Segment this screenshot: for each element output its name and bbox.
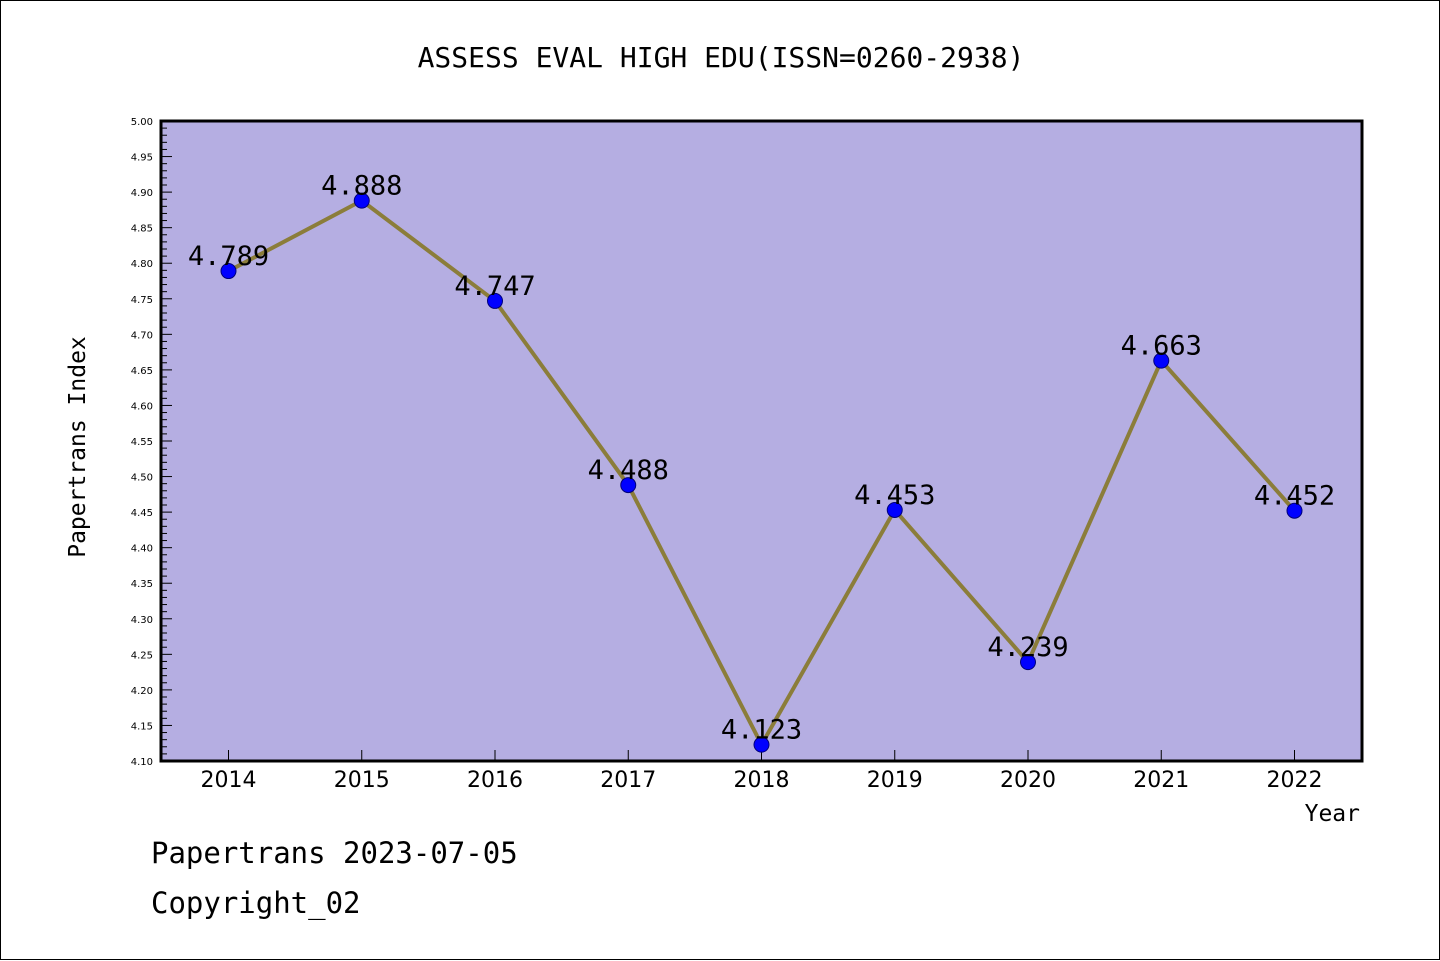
x-tick-label: 2015	[334, 768, 390, 793]
y-tick-label: 4.10	[131, 757, 153, 768]
y-tick-label: 4.95	[131, 153, 153, 164]
data-label: 4.747	[454, 271, 535, 302]
y-tick-label: 4.65	[131, 366, 153, 377]
data-point	[1286, 502, 1303, 519]
y-tick-label: 4.50	[131, 473, 153, 484]
x-tick-label: 2019	[867, 768, 923, 793]
data-label: 4.453	[854, 480, 935, 511]
x-tick-label: 2014	[201, 768, 257, 793]
data-label: 4.123	[721, 715, 802, 746]
data-point	[220, 263, 237, 280]
y-tick-label: 4.55	[131, 437, 153, 448]
x-axis: 2014 2015 2016 2017 2018 2019 2020 2021 2022	[201, 750, 1323, 793]
y-tick-label: 4.80	[131, 259, 153, 270]
y-tick-label: 4.15	[131, 721, 153, 732]
y-tick-label: 4.30	[131, 615, 153, 626]
data-label: 4.488	[588, 455, 669, 486]
y-tick-label: 4.20	[131, 686, 153, 697]
data-point	[1153, 352, 1170, 369]
x-tick-label: 2018	[734, 768, 790, 793]
y-tick-label: 5.00	[131, 117, 153, 128]
footer-copyright: Copyright_02	[151, 886, 361, 920]
y-tick-label: 4.90	[131, 188, 153, 199]
y-tick-label: 4.45	[131, 508, 153, 519]
data-label: 4.888	[321, 171, 402, 202]
y-tick-label: 4.70	[131, 330, 153, 341]
x-axis-label: Year	[1305, 801, 1360, 827]
y-tick-label: 4.75	[131, 295, 153, 306]
y-tick-label: 4.25	[131, 650, 153, 661]
data-point	[487, 292, 503, 309]
series-group: 4.789 4.888 4.747 4.488 4.123 4.453 4.239 4.663…	[188, 171, 1335, 753]
x-tick-label: 2022	[1267, 768, 1323, 793]
chart-title: ASSESS EVAL HIGH EDU(ISSN=0260-2938)	[418, 41, 1025, 74]
y-tick-label: 4.35	[131, 579, 153, 590]
data-label: 4.239	[987, 632, 1068, 663]
x-tick-label: 2016	[467, 768, 523, 793]
y-axis-label: Papertrans Index	[65, 336, 91, 558]
x-tick-label: 2017	[600, 768, 656, 793]
x-tick-label: 2020	[1000, 768, 1056, 793]
data-point	[1020, 654, 1036, 671]
y-tick-label: 4.60	[131, 401, 153, 412]
footer-date: Papertrans 2023-07-05	[151, 836, 518, 870]
data-point	[753, 736, 770, 753]
y-tick-label: 4.85	[131, 224, 153, 235]
x-tick-label: 2021	[1133, 768, 1189, 793]
data-label: 4.663	[1121, 331, 1202, 362]
data-point	[620, 477, 637, 494]
data-label: 4.452	[1254, 481, 1335, 512]
data-point	[353, 192, 370, 209]
plot-area	[159, 119, 1364, 763]
data-label: 4.789	[188, 241, 269, 272]
data-point	[886, 501, 903, 518]
y-tick-label: 4.40	[131, 544, 153, 555]
y-axis: 4.10 4.15 4.20 4.25 4.30 4.35 4.40 4.45 4.50 4.55…	[131, 117, 172, 768]
